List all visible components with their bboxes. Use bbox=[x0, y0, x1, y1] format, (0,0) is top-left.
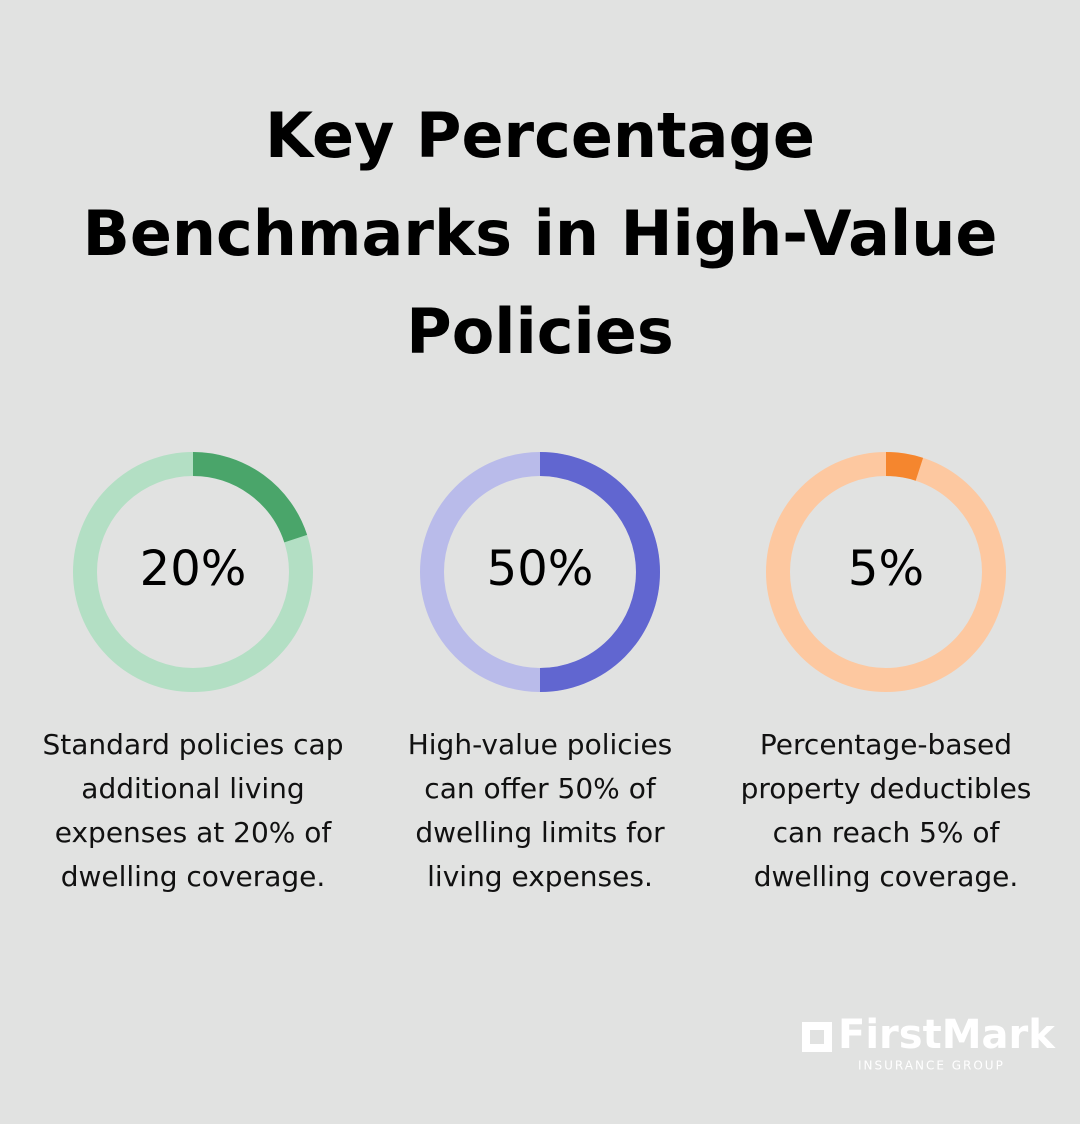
donut-segment bbox=[885, 452, 924, 481]
caption-line: additional living bbox=[81, 772, 304, 805]
logo-icon-inner bbox=[810, 1030, 824, 1044]
caption-line: dwelling coverage. bbox=[754, 860, 1019, 893]
donut-segment bbox=[539, 452, 660, 692]
caption-line: can reach 5% of bbox=[773, 816, 1001, 849]
caption-line: property deductibles bbox=[741, 772, 1032, 805]
caption-line: living expenses. bbox=[427, 860, 653, 893]
caption-line: dwelling limits for bbox=[415, 816, 665, 849]
caption-line: Standard policies cap bbox=[43, 728, 344, 761]
donut-segment bbox=[192, 452, 308, 543]
donut-value-label: 5% bbox=[848, 541, 924, 597]
logo-tagline: INSURANCE GROUP bbox=[858, 1059, 1005, 1073]
donut-value-label: 20% bbox=[140, 541, 247, 597]
caption-line: dwelling coverage. bbox=[61, 860, 326, 893]
caption-line: High-value policies bbox=[408, 728, 673, 761]
caption-line: Percentage-based bbox=[760, 728, 1012, 761]
title-line: Benchmarks in High-Value bbox=[83, 197, 998, 270]
donut-value-label: 50% bbox=[487, 541, 594, 597]
caption-line: expenses at 20% of bbox=[55, 816, 333, 849]
caption-line: can offer 50% of bbox=[424, 772, 657, 805]
logo-name: FirstMark bbox=[838, 1012, 1056, 1058]
title-line: Policies bbox=[406, 295, 674, 368]
title-line: Key Percentage bbox=[265, 99, 815, 172]
